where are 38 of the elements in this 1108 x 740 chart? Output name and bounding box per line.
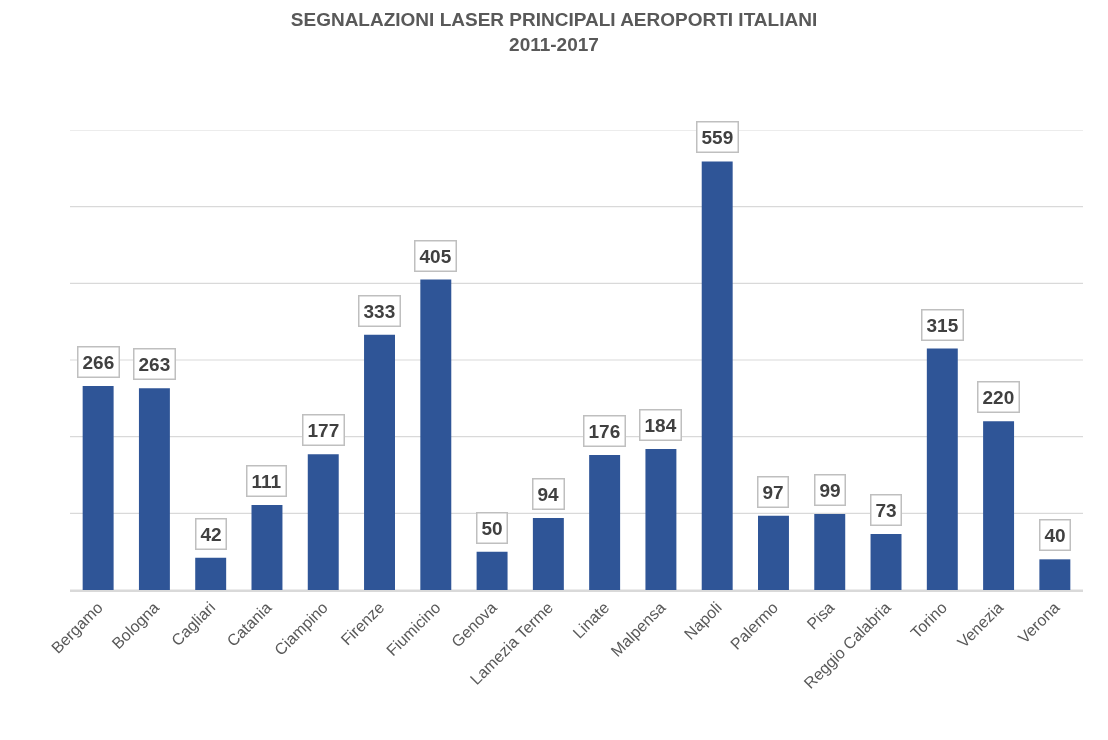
bar [420,279,452,590]
data-label: 99 [819,479,841,501]
data-label: 73 [875,499,897,521]
data-label: 177 [307,419,340,441]
bar [701,161,733,590]
bar [814,514,846,590]
bar [138,388,170,590]
bar [983,421,1015,590]
bar [307,454,339,590]
bar [926,348,958,590]
data-label: 40 [1044,524,1066,546]
bar [364,334,395,590]
bar [758,515,789,590]
data-label: 184 [644,414,677,436]
bar [1039,559,1071,590]
bar [476,551,508,590]
x-tick-label: Pisa [803,598,838,633]
bar [82,386,114,590]
data-label: 97 [762,481,784,503]
data-label: 266 [82,351,115,373]
bar [870,534,902,590]
bar [251,504,283,590]
data-label: 405 [419,245,452,267]
chart-title: SEGNALAZIONI LASER PRINCIPALI AEROPORTI ITALIANI 2011-2017 [290,8,818,55]
data-label: 42 [200,523,222,545]
data-label: 176 [588,420,621,442]
bar [645,448,677,590]
bar [589,455,621,590]
data-label: 559 [701,126,734,148]
data-label: 111 [251,470,282,492]
data-label: 94 [537,483,560,505]
data-label: 263 [138,353,171,375]
data-label: 333 [363,300,396,322]
bar [532,517,564,590]
data-label: 50 [481,517,503,539]
data-label: 220 [982,386,1015,408]
data-label: 315 [926,314,959,336]
bar [195,557,227,590]
